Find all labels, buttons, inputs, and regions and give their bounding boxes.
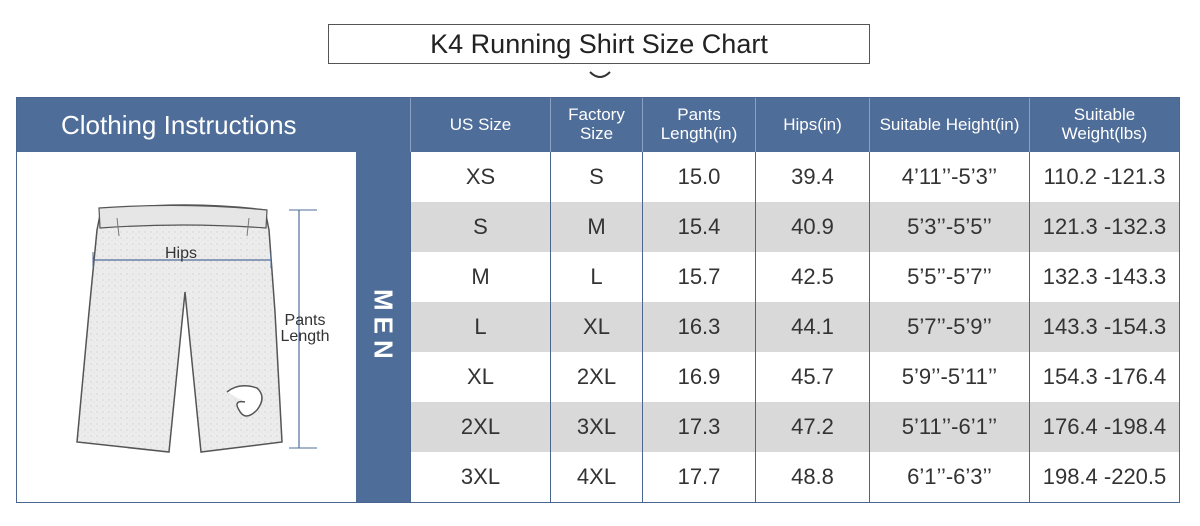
cell-us-size: L: [410, 302, 550, 352]
cell-height: 5’11’’-6’1’’: [869, 402, 1029, 452]
cell-factory-size: 3XL: [550, 402, 642, 452]
hips-label: Hips: [165, 245, 197, 262]
cell-us-size: XL: [410, 352, 550, 402]
header-pants-length: Pants Length(in): [642, 98, 755, 152]
cell-factory-size: 4XL: [550, 452, 642, 502]
cell-us-size: XS: [410, 152, 550, 202]
cell-us-size: S: [410, 202, 550, 252]
header-hips: Hips(in): [755, 98, 869, 152]
cell-factory-size: XL: [550, 302, 642, 352]
cell-weight: 132.3 -143.3: [1029, 252, 1179, 302]
table-row: S M 15.4 40.9 5’3’’-5’5’’ 121.3 -132.3: [410, 202, 1179, 252]
cell-weight: 198.4 -220.5: [1029, 452, 1179, 502]
cell-us-size: 2XL: [410, 402, 550, 452]
cell-us-size: 3XL: [410, 452, 550, 502]
cell-factory-size: L: [550, 252, 642, 302]
cell-height: 4’11’’-5’3’’: [869, 152, 1029, 202]
shorts-illustration: Hips Pants Length: [76, 204, 330, 453]
cell-weight: 143.3 -154.3: [1029, 302, 1179, 352]
men-label-column: MEN: [356, 152, 410, 502]
cell-hips: 47.2: [755, 402, 869, 452]
clothing-instructions-header: Clothing Instructions: [17, 98, 410, 152]
cell-pants-length: 16.3: [642, 302, 755, 352]
shorts-diagram: Hips Pants Length: [17, 152, 356, 502]
cell-pants-length: 17.7: [642, 452, 755, 502]
table-row: 2XL 3XL 17.3 47.2 5’11’’-6’1’’ 176.4 -19…: [410, 402, 1179, 452]
cell-weight: 154.3 -176.4: [1029, 352, 1179, 402]
cell-pants-length: 15.0: [642, 152, 755, 202]
men-label: MEN: [368, 289, 399, 365]
cell-height: 5’5’’-5’7’’: [869, 252, 1029, 302]
header-us-size: US Size: [410, 98, 550, 152]
cell-hips: 39.4: [755, 152, 869, 202]
table-row: 3XL 4XL 17.7 48.8 6’1’’-6’3’’ 198.4 -220…: [410, 452, 1179, 502]
cell-hips: 48.8: [755, 452, 869, 502]
cell-hips: 42.5: [755, 252, 869, 302]
table-row: L XL 16.3 44.1 5’7’’-5’9’’ 143.3 -154.3: [410, 302, 1179, 352]
cell-pants-length: 17.3: [642, 402, 755, 452]
cell-pants-length: 16.9: [642, 352, 755, 402]
cell-height: 5’3’’-5’5’’: [869, 202, 1029, 252]
cell-height: 5’7’’-5’9’’: [869, 302, 1029, 352]
page-title: K4 Running Shirt Size Chart: [328, 24, 870, 64]
cell-hips: 40.9: [755, 202, 869, 252]
cell-factory-size: S: [550, 152, 642, 202]
size-chart-table: Clothing Instructions US Size Factory Si…: [16, 97, 1180, 503]
cell-height: 6’1’’-6’3’’: [869, 452, 1029, 502]
cell-pants-length: 15.7: [642, 252, 755, 302]
cell-us-size: M: [410, 252, 550, 302]
table-row: M L 15.7 42.5 5’5’’-5’7’’ 132.3 -143.3: [410, 252, 1179, 302]
cell-weight: 121.3 -132.3: [1029, 202, 1179, 252]
cell-factory-size: 2XL: [550, 352, 642, 402]
pants-length-label-1: Pants: [285, 312, 326, 329]
cell-pants-length: 15.4: [642, 202, 755, 252]
cell-weight: 176.4 -198.4: [1029, 402, 1179, 452]
cell-hips: 44.1: [755, 302, 869, 352]
cell-weight: 110.2 -121.3: [1029, 152, 1179, 202]
chevron-down-icon: [589, 71, 611, 78]
cell-hips: 45.7: [755, 352, 869, 402]
header-suitable-weight: Suitable Weight(lbs): [1029, 98, 1179, 152]
cell-factory-size: M: [550, 202, 642, 252]
header-suitable-height: Suitable Height(in): [869, 98, 1029, 152]
header-factory-size: Factory Size: [550, 98, 642, 152]
cell-height: 5’9’’-5’11’’: [869, 352, 1029, 402]
table-row: XL 2XL 16.9 45.7 5’9’’-5’11’’ 154.3 -176…: [410, 352, 1179, 402]
table-row: XS S 15.0 39.4 4’11’’-5’3’’ 110.2 -121.3: [410, 152, 1179, 202]
pants-length-label-2: Length: [281, 328, 330, 345]
